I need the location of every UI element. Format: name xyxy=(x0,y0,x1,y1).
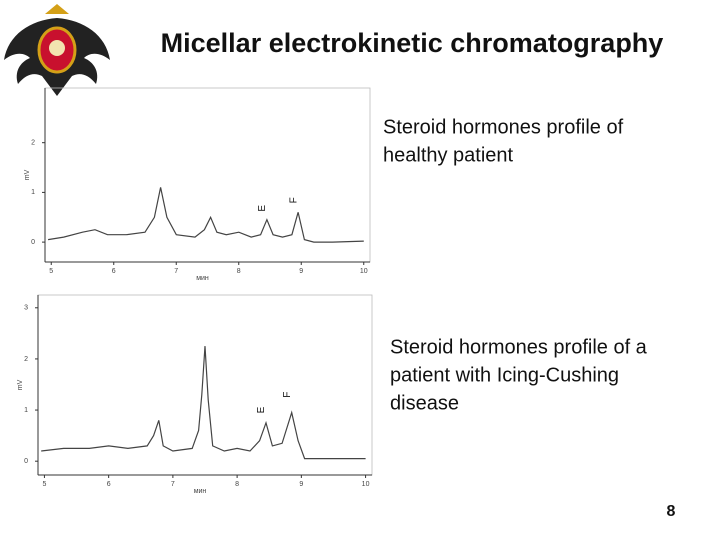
x-tick-label: 9 xyxy=(299,481,303,488)
y-tick-label: 1 xyxy=(24,407,28,414)
y-axis-label: mV xyxy=(24,169,31,180)
x-tick-label: 9 xyxy=(299,268,303,275)
caption-line: Steroid hormones profile of a xyxy=(390,336,648,358)
caption-line: healthy patient xyxy=(383,144,514,166)
x-tick-label: 7 xyxy=(171,481,175,488)
x-axis-label: мин xyxy=(194,488,207,495)
caption-line: disease xyxy=(390,392,459,414)
trace xyxy=(41,346,366,460)
y-axis-label: mV xyxy=(17,379,24,390)
x-axis-label: мин xyxy=(196,275,209,282)
x-tick-label: 6 xyxy=(107,481,111,488)
x-tick-label: 5 xyxy=(42,481,46,488)
y-tick-label: 2 xyxy=(24,356,28,363)
peak-label: E xyxy=(257,205,268,212)
caption-line: Steroid hormones profile of xyxy=(383,116,624,138)
page-number: 8 xyxy=(667,503,676,520)
peak-label: E xyxy=(256,406,267,413)
x-tick-label: 7 xyxy=(174,268,178,275)
peak-label: F xyxy=(282,392,293,398)
y-tick-label: 1 xyxy=(31,189,35,196)
y-tick-label: 0 xyxy=(24,458,28,465)
x-tick-label: 10 xyxy=(362,481,370,488)
slide-title: Micellar electrokinetic chromatography xyxy=(161,28,664,58)
y-tick-label: 2 xyxy=(31,140,35,147)
x-tick-label: 5 xyxy=(49,268,53,275)
x-tick-label: 8 xyxy=(235,481,239,488)
trace xyxy=(48,187,364,243)
x-tick-label: 6 xyxy=(112,268,116,275)
x-tick-label: 10 xyxy=(360,268,368,275)
x-tick-label: 8 xyxy=(237,268,241,275)
y-tick-label: 3 xyxy=(24,305,28,312)
caption-line: patient with Icing-Cushing xyxy=(390,364,619,386)
peak-label: F xyxy=(288,197,299,203)
logo xyxy=(4,4,110,96)
y-tick-label: 0 xyxy=(31,239,35,246)
plot-frame xyxy=(44,87,371,263)
